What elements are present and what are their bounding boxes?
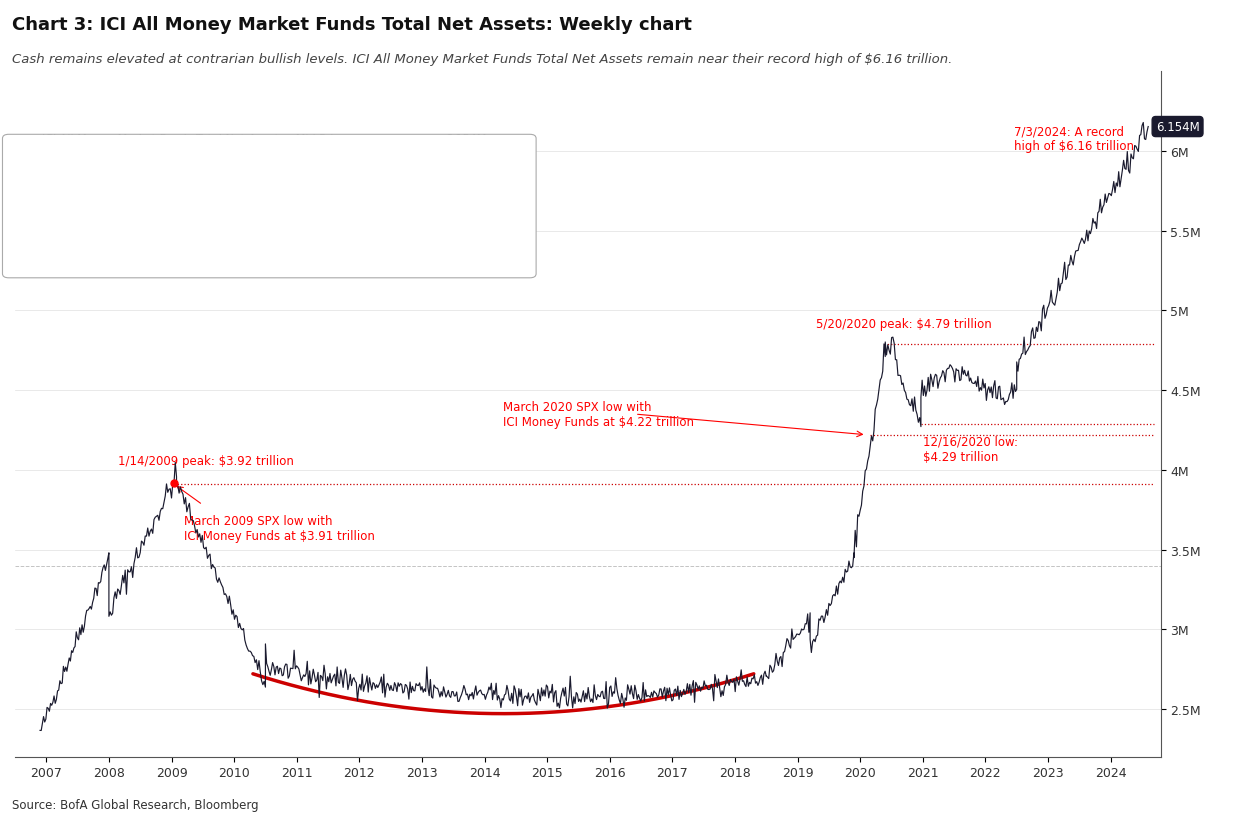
Text: ICI All Money Market Funds Total Net Assets: ICI All Money Market Funds Total Net Ass… <box>43 243 390 257</box>
Text: Source: BofA Global Research, Bloomberg: Source: BofA Global Research, Bloomberg <box>12 798 259 811</box>
Text: ↓: ↓ <box>15 214 25 227</box>
Text: T: T <box>15 160 24 173</box>
Text: Average: Average <box>42 188 88 198</box>
Text: –: – <box>15 187 21 200</box>
Text: Cash remains elevated at contrarian bullish levels. ICI All Money Market Funds T: Cash remains elevated at contrarian bull… <box>12 53 953 66</box>
Text: ICI All Money Market Funds Total Net Assets - Mid Price: ICI All Money Market Funds Total Net Ass… <box>42 134 346 144</box>
Text: 7/3/2024: A record
high of $6.16 trillion: 7/3/2024: A record high of $6.16 trillio… <box>1014 125 1133 153</box>
Text: Chart 3: ICI All Money Market Funds Total Net Assets: Weekly chart: Chart 3: ICI All Money Market Funds Tota… <box>12 16 692 34</box>
Text: March 2020 SPX low with
ICI Money Funds at $4.22 trillion: March 2020 SPX low with ICI Money Funds … <box>504 400 694 428</box>
Text: 12/16/2020 low:
$4.29 trillion: 12/16/2020 low: $4.29 trillion <box>923 435 1018 464</box>
Text: Low on 01/31/07: Low on 01/31/07 <box>42 215 134 225</box>
Text: 6.154M: 6.154M <box>446 134 486 144</box>
Text: 6.154M: 6.154M <box>1155 121 1200 133</box>
Text: 1/14/2009 peak: $3.92 trillion: 1/14/2009 peak: $3.92 trillion <box>118 454 294 467</box>
Text: 6.155M: 6.155M <box>446 161 486 171</box>
Text: 3.399M: 3.399M <box>446 188 486 198</box>
Text: High on 07/03/24: High on 07/03/24 <box>42 161 139 171</box>
Text: ■: ■ <box>15 133 26 146</box>
Text: 5/20/2020 peak: $4.79 trillion: 5/20/2020 peak: $4.79 trillion <box>817 317 992 330</box>
Text: March 2009 SPX low with
ICI Money Funds at $3.91 trillion: March 2009 SPX low with ICI Money Funds … <box>184 515 375 543</box>
Text: 2.347M: 2.347M <box>444 215 486 225</box>
